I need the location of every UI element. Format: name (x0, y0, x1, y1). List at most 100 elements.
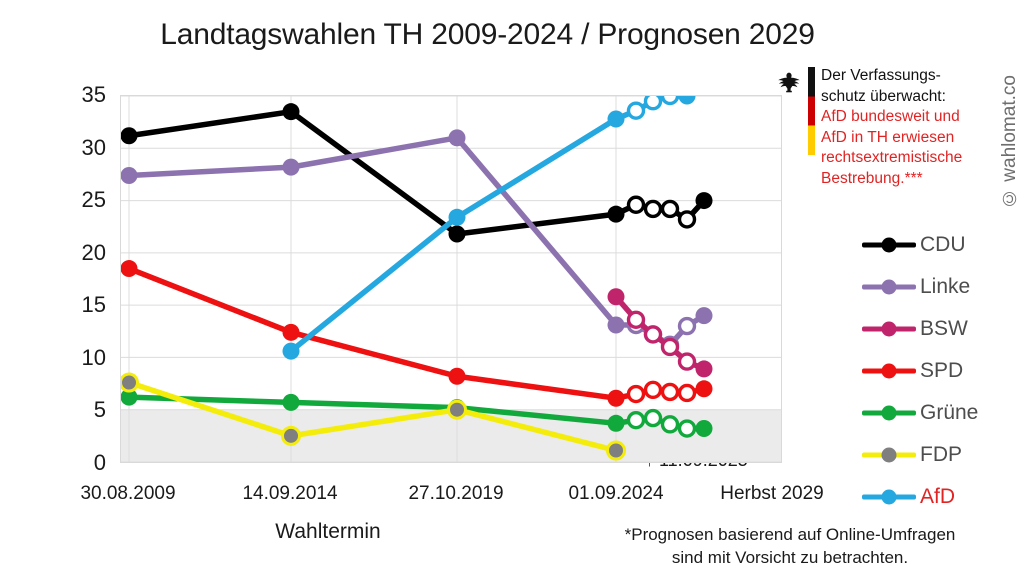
series-line-spd (126, 265, 707, 401)
forecast-point-grüne[interactable] (643, 408, 663, 428)
series-line-linke (126, 135, 707, 348)
data-point-grüne[interactable] (121, 388, 138, 406)
y-tick-5: 5 (93, 397, 106, 422)
data-point-cdu[interactable] (607, 205, 625, 223)
forecast-point-bsw[interactable] (626, 310, 646, 329)
forecast-point-spd[interactable] (626, 384, 646, 404)
forecast-point-afd[interactable] (626, 101, 646, 120)
y-tick-0: 0 (93, 450, 106, 475)
vs-line-2: schutz überwacht: (821, 87, 946, 105)
page-title: Landtagswahlen TH 2009-2024 / Prognosen … (160, 18, 815, 51)
forecast-point-spd[interactable] (643, 380, 663, 400)
forecast-point-cdu[interactable] (677, 210, 697, 229)
y-tick-30: 30 (81, 135, 106, 160)
legend-label-afd: AfD (920, 485, 956, 508)
data-point-linke[interactable] (282, 158, 300, 176)
data-point-bsw[interactable] (607, 288, 625, 306)
data-point-afd[interactable] (607, 110, 625, 128)
y-tick-20: 20 (81, 240, 106, 265)
bundesadler-emblem-icon (776, 68, 802, 94)
chart-legend: CDU Linke BSW SPD (862, 224, 1022, 518)
legend-item-fdp[interactable]: FDP (862, 434, 1022, 476)
data-point-afd[interactable] (282, 342, 300, 360)
forecast-point-afd[interactable] (643, 96, 663, 111)
y-tick-25: 25 (81, 187, 106, 212)
footnote-line-1: *Prognosen basierend auf Online-Umfragen (624, 525, 956, 544)
forecast-point-afd[interactable] (660, 96, 680, 106)
data-point-fdp[interactable] (606, 440, 626, 461)
legend-marker-gruene (862, 403, 916, 423)
forecast-point-afd[interactable] (678, 96, 696, 105)
legend-item-afd[interactable]: AfD (862, 476, 1022, 518)
forecast-point-grüne[interactable] (695, 420, 713, 438)
x-tick-2009: 30.08.2009 (80, 483, 176, 504)
data-point-spd[interactable] (607, 389, 625, 407)
vs-line-6: Bestrebung.*** (821, 170, 923, 188)
forecast-point-grüne[interactable] (660, 415, 680, 434)
forecast-point-cdu[interactable] (643, 199, 663, 219)
forecast-point-bsw[interactable] (695, 360, 713, 378)
data-point-cdu[interactable] (448, 225, 466, 243)
vs-line-1: Der Verfassungs- (821, 67, 941, 84)
data-point-grüne[interactable] (607, 414, 625, 432)
x-axis-title: Wahltermin (275, 520, 381, 543)
vs-line-3: AfD bundesweit und (821, 108, 960, 126)
x-tick-2029: Herbst 2029 (720, 483, 824, 504)
data-point-cdu[interactable] (121, 127, 138, 145)
legend-item-gruene[interactable]: Grüne (862, 392, 1022, 434)
legend-label-linke: Linke (920, 275, 971, 298)
german-flag-bar-icon (808, 67, 815, 155)
footnote: *Prognosen basierend auf Online-Umfragen… (590, 524, 990, 570)
forecast-point-linke[interactable] (677, 316, 697, 336)
y-tick-10: 10 (81, 345, 106, 370)
x-tick-2024: 01.09.2024 (568, 483, 664, 504)
x-tick-2014: 14.09.2014 (242, 483, 338, 504)
footnote-line-2: sind mit Vorsicht zu betrachten. (671, 547, 909, 567)
legend-label-fdp: FDP (920, 443, 962, 466)
forecast-point-cdu[interactable] (660, 199, 680, 219)
legend-item-bsw[interactable]: BSW (862, 308, 1022, 350)
data-point-fdp[interactable] (447, 399, 467, 420)
legend-item-cdu[interactable]: CDU (862, 224, 1022, 266)
forecast-point-spd[interactable] (660, 382, 680, 402)
y-tick-15: 15 (81, 292, 106, 317)
data-point-afd[interactable] (448, 208, 466, 226)
forecast-point-linke[interactable] (695, 307, 713, 325)
legend-marker-fdp (862, 445, 916, 465)
series-line-fdp (126, 379, 619, 454)
forecast-point-bsw[interactable] (643, 325, 663, 344)
vs-line-5: rechtsextremistische (821, 149, 963, 167)
data-point-spd[interactable] (448, 367, 466, 385)
forecast-point-spd[interactable] (695, 380, 713, 398)
data-point-spd[interactable] (282, 323, 300, 341)
vs-line-4: AfD in TH erwiesen (821, 128, 955, 146)
legend-item-spd[interactable]: SPD (862, 350, 1022, 392)
forecast-point-grüne[interactable] (626, 410, 646, 430)
legend-marker-cdu (862, 235, 916, 255)
forecast-point-bsw[interactable] (660, 337, 680, 357)
data-point-cdu[interactable] (282, 103, 300, 121)
data-point-grüne[interactable] (282, 393, 300, 411)
verfassungsschutz-text: Der Verfassungs- schutz überwacht: AfD b… (821, 66, 962, 190)
forecast-point-bsw[interactable] (677, 352, 697, 371)
y-tick-35: 35 (81, 82, 106, 107)
legend-label-bsw: BSW (920, 317, 968, 340)
data-point-fdp[interactable] (121, 372, 139, 393)
x-tick-2019: 27.10.2019 (408, 483, 504, 504)
data-point-spd[interactable] (121, 260, 138, 278)
legend-label-gruene: Grüne (920, 401, 979, 424)
legend-item-linke[interactable]: Linke (862, 266, 1022, 308)
data-point-linke[interactable] (448, 129, 466, 147)
forecast-point-cdu[interactable] (695, 192, 713, 210)
data-point-linke[interactable] (607, 316, 625, 334)
data-point-fdp[interactable] (281, 425, 301, 446)
forecast-point-grüne[interactable] (677, 419, 697, 438)
forecast-point-cdu[interactable] (626, 195, 646, 214)
legend-label-spd: SPD (920, 359, 964, 382)
forecast-point-spd[interactable] (677, 383, 697, 403)
data-point-linke[interactable] (121, 166, 138, 184)
plot-svg (121, 96, 781, 462)
legend-label-cdu: CDU (920, 233, 966, 256)
verfassungsschutz-note: Der Verfassungs- schutz überwacht: AfD b… (776, 66, 1004, 190)
